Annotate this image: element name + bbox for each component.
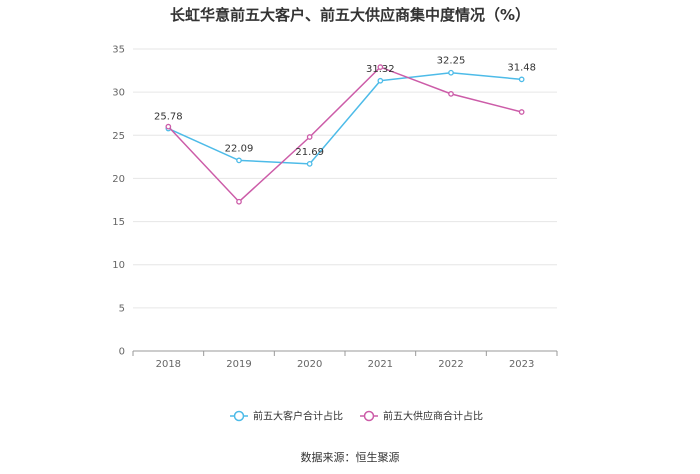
data-label: 31.48 bbox=[507, 62, 536, 73]
legend-swatch-marker[interactable] bbox=[233, 410, 245, 422]
legend-swatch-marker[interactable] bbox=[363, 410, 375, 422]
x-tick-label: 2018 bbox=[156, 359, 181, 370]
chart-title: 长虹华意前五大客户、前五大供应商集中度情况（%） bbox=[170, 6, 530, 24]
series-group bbox=[165, 64, 525, 205]
grid bbox=[133, 48, 557, 309]
data-label: 31.32 bbox=[366, 64, 395, 75]
y-tick-label: 5 bbox=[119, 303, 125, 314]
series-line-0 bbox=[168, 71, 522, 165]
legend[interactable]: 前五大客户合计占比 前五大供应商合计占比 bbox=[230, 410, 483, 423]
y-tick-label: 20 bbox=[112, 174, 125, 185]
x-tick-label: 2019 bbox=[226, 359, 251, 370]
data-point[interactable] bbox=[377, 77, 384, 84]
data-point[interactable] bbox=[306, 160, 313, 167]
series-line-1 bbox=[167, 66, 522, 203]
data-labels: 25.78 22.09 21.69 31.32 32.25 31.48 bbox=[154, 56, 536, 158]
x-axis: 2018 2019 2020 2021 2022 2023 bbox=[132, 350, 558, 370]
source-note: 数据来源：恒生聚源 bbox=[301, 450, 400, 464]
y-axis: 0 5 10 15 20 25 30 35 bbox=[112, 45, 125, 358]
data-point[interactable] bbox=[306, 134, 313, 140]
data-point[interactable] bbox=[165, 123, 172, 130]
x-tick-label: 2020 bbox=[297, 359, 322, 370]
y-tick-label: 0 bbox=[119, 347, 125, 358]
data-point[interactable] bbox=[236, 157, 242, 164]
data-point[interactable] bbox=[236, 198, 242, 205]
legend-label[interactable]: 前五大供应商合计占比 bbox=[383, 410, 483, 423]
data-label: 25.78 bbox=[154, 112, 183, 123]
data-point[interactable] bbox=[377, 64, 384, 70]
y-tick-label: 25 bbox=[112, 131, 125, 142]
legend-label[interactable]: 前五大客户合计占比 bbox=[253, 410, 343, 423]
data-label: 21.69 bbox=[295, 147, 324, 158]
x-tick-label: 2023 bbox=[509, 359, 534, 370]
data-label: 32.25 bbox=[437, 56, 466, 67]
y-tick-label: 30 bbox=[112, 88, 125, 99]
data-point[interactable] bbox=[518, 109, 525, 115]
y-tick-label: 10 bbox=[112, 260, 125, 271]
data-point[interactable] bbox=[448, 69, 454, 76]
data-label: 22.09 bbox=[225, 143, 254, 154]
x-tick-label: 2022 bbox=[438, 359, 463, 370]
y-tick-label: 15 bbox=[112, 217, 125, 228]
x-tick-label: 2021 bbox=[368, 359, 393, 370]
data-point[interactable] bbox=[518, 76, 525, 83]
y-tick-label: 35 bbox=[112, 45, 125, 56]
data-point[interactable] bbox=[448, 91, 454, 97]
